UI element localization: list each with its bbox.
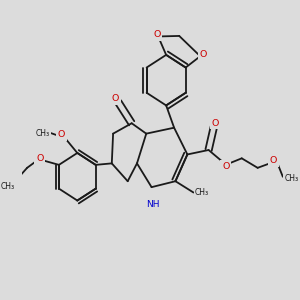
Text: O: O bbox=[112, 94, 119, 103]
Text: O: O bbox=[153, 31, 161, 40]
Text: O: O bbox=[270, 156, 277, 165]
Text: O: O bbox=[36, 154, 43, 163]
Text: CH₃: CH₃ bbox=[1, 182, 15, 191]
Text: O: O bbox=[212, 119, 219, 128]
Text: NH: NH bbox=[146, 200, 160, 209]
Text: O: O bbox=[199, 50, 207, 59]
Text: O: O bbox=[58, 130, 65, 139]
Text: O: O bbox=[222, 162, 230, 171]
Text: CH₃: CH₃ bbox=[195, 188, 209, 197]
Text: CH₃: CH₃ bbox=[284, 174, 298, 183]
Text: CH₃: CH₃ bbox=[35, 129, 50, 138]
